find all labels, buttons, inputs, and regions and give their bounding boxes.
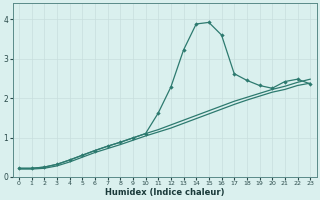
X-axis label: Humidex (Indice chaleur): Humidex (Indice chaleur) [105, 188, 224, 197]
